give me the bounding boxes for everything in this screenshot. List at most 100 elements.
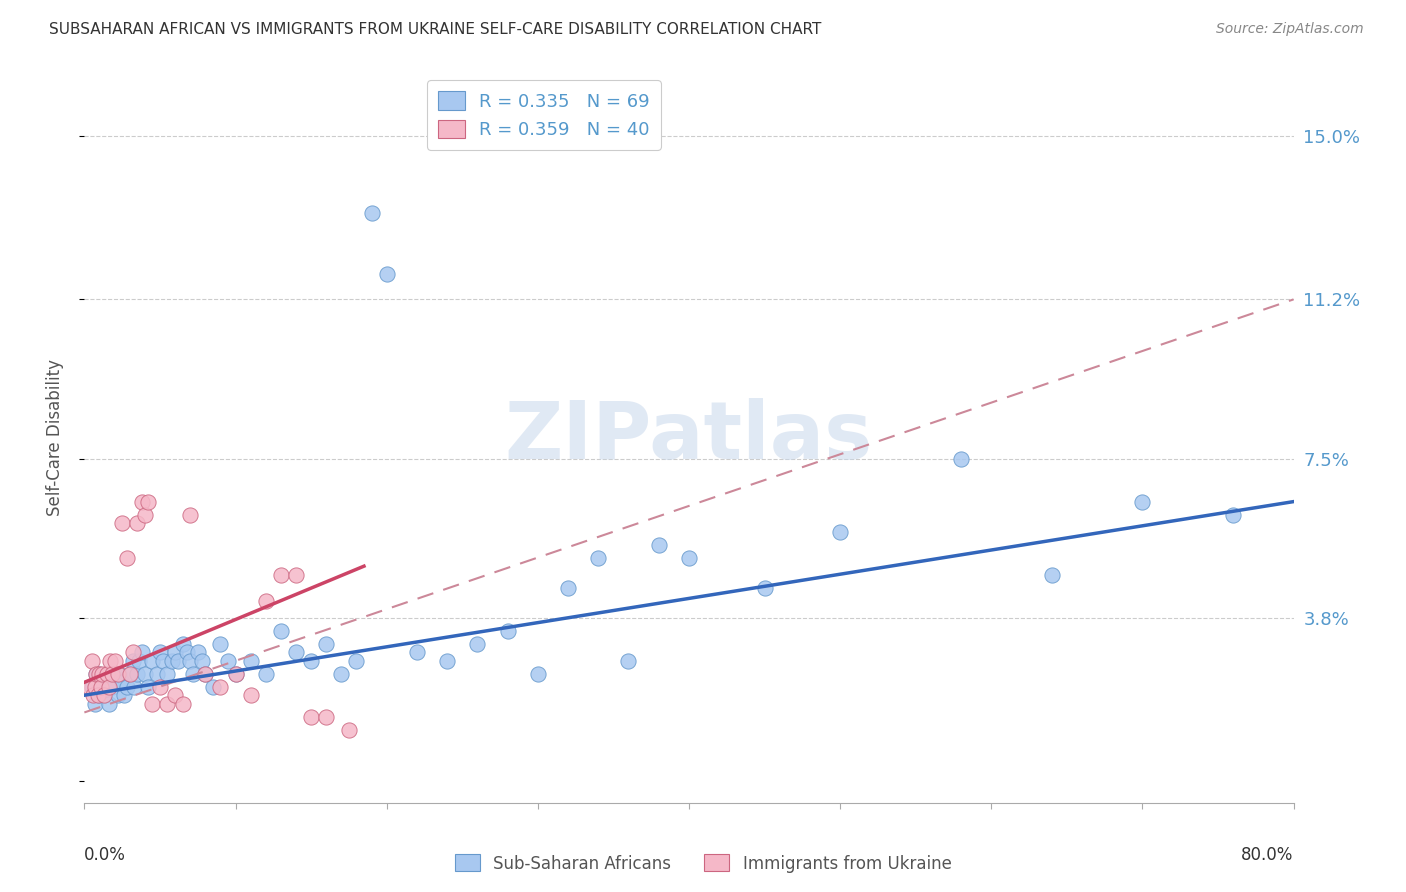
Point bbox=[527, 666, 550, 681]
Point bbox=[98, 654, 121, 668]
Point bbox=[128, 654, 150, 668]
Point bbox=[97, 680, 120, 694]
Point bbox=[194, 666, 217, 681]
Point bbox=[121, 654, 143, 668]
Point bbox=[104, 666, 127, 681]
Point bbox=[97, 697, 120, 711]
Point bbox=[91, 680, 114, 694]
Point bbox=[93, 688, 115, 702]
Point bbox=[406, 645, 429, 659]
Point bbox=[100, 666, 122, 681]
Point bbox=[337, 723, 360, 737]
Point bbox=[136, 680, 159, 694]
Point bbox=[90, 680, 112, 694]
Point bbox=[179, 508, 201, 522]
Point bbox=[131, 494, 153, 508]
Point bbox=[165, 645, 187, 659]
Point bbox=[360, 206, 382, 220]
Point bbox=[100, 680, 122, 694]
Point bbox=[115, 550, 138, 565]
Text: 80.0%: 80.0% bbox=[1241, 846, 1294, 863]
Point bbox=[152, 654, 174, 668]
Point bbox=[118, 666, 141, 681]
Point bbox=[330, 666, 353, 681]
Point bbox=[209, 680, 232, 694]
Point bbox=[167, 654, 190, 668]
Point bbox=[156, 666, 179, 681]
Point bbox=[209, 637, 232, 651]
Point bbox=[111, 675, 134, 690]
Point bbox=[254, 666, 277, 681]
Point bbox=[239, 654, 262, 668]
Point bbox=[176, 645, 198, 659]
Text: 0.0%: 0.0% bbox=[84, 846, 127, 863]
Text: Source: ZipAtlas.com: Source: ZipAtlas.com bbox=[1216, 22, 1364, 37]
Point bbox=[86, 666, 108, 681]
Point bbox=[160, 654, 183, 668]
Point bbox=[436, 654, 458, 668]
Point bbox=[754, 581, 776, 595]
Point bbox=[678, 550, 700, 565]
Point bbox=[111, 516, 134, 530]
Point bbox=[375, 267, 398, 281]
Point bbox=[299, 710, 322, 724]
Point bbox=[557, 581, 579, 595]
Point bbox=[131, 645, 153, 659]
Text: SUBSAHARAN AFRICAN VS IMMIGRANTS FROM UKRAINE SELF-CARE DISABILITY CORRELATION C: SUBSAHARAN AFRICAN VS IMMIGRANTS FROM UK… bbox=[49, 22, 821, 37]
Point bbox=[285, 567, 308, 582]
Point bbox=[617, 654, 640, 668]
Point bbox=[141, 697, 163, 711]
Point bbox=[84, 697, 107, 711]
Text: ZIPatlas: ZIPatlas bbox=[505, 398, 873, 476]
Point bbox=[149, 680, 172, 694]
Point bbox=[156, 697, 179, 711]
Point bbox=[89, 666, 111, 681]
Point bbox=[77, 680, 100, 694]
Point bbox=[1130, 494, 1153, 508]
Point bbox=[254, 593, 277, 607]
Point bbox=[315, 637, 337, 651]
Point bbox=[146, 666, 169, 681]
Point bbox=[172, 637, 194, 651]
Point bbox=[86, 666, 108, 681]
Point bbox=[187, 645, 209, 659]
Point bbox=[136, 494, 159, 508]
Point bbox=[104, 654, 127, 668]
Point bbox=[149, 645, 172, 659]
Point bbox=[194, 666, 217, 681]
Point bbox=[134, 508, 156, 522]
Point bbox=[239, 688, 262, 702]
Point bbox=[270, 624, 292, 638]
Point bbox=[201, 680, 224, 694]
Point bbox=[299, 654, 322, 668]
Point bbox=[496, 624, 519, 638]
Point bbox=[80, 680, 103, 694]
Point bbox=[89, 666, 111, 681]
Point bbox=[96, 666, 118, 681]
Point bbox=[118, 666, 141, 681]
Point bbox=[107, 666, 129, 681]
Point bbox=[80, 654, 103, 668]
Point bbox=[112, 688, 135, 702]
Point bbox=[179, 654, 201, 668]
Point bbox=[1040, 567, 1063, 582]
Point bbox=[588, 550, 610, 565]
Point bbox=[830, 524, 852, 539]
Point bbox=[108, 666, 131, 681]
Point bbox=[950, 451, 973, 466]
Legend: Sub-Saharan Africans, Immigrants from Ukraine: Sub-Saharan Africans, Immigrants from Uk… bbox=[449, 847, 957, 880]
Point bbox=[467, 637, 489, 651]
Point bbox=[181, 666, 204, 681]
Point bbox=[122, 680, 145, 694]
Point bbox=[315, 710, 337, 724]
Point bbox=[270, 567, 292, 582]
Point bbox=[134, 666, 156, 681]
Point bbox=[648, 538, 671, 552]
Point bbox=[107, 688, 129, 702]
Point bbox=[84, 680, 107, 694]
Point bbox=[172, 697, 194, 711]
Point bbox=[91, 666, 114, 681]
Point bbox=[217, 654, 239, 668]
Point bbox=[346, 654, 368, 668]
Y-axis label: Self-Care Disability: Self-Care Disability bbox=[45, 359, 63, 516]
